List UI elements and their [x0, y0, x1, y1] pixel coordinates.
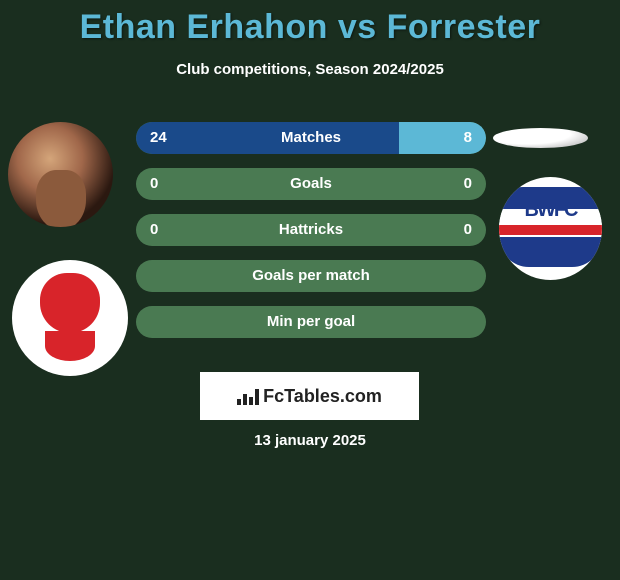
stat-label: Matches: [136, 122, 486, 154]
stat-row: Goals per match: [136, 260, 486, 292]
stat-row: 00Hattricks: [136, 214, 486, 246]
stat-label: Goals per match: [136, 260, 486, 292]
player-left-avatar: [8, 122, 113, 227]
club-badge-left: [12, 260, 128, 376]
stat-label: Goals: [136, 168, 486, 200]
stat-row: 00Goals: [136, 168, 486, 200]
imp-icon: [35, 273, 105, 363]
club-badge-right: BWFC: [499, 177, 602, 280]
source-logo: FcTables.com: [200, 372, 419, 420]
page-subtitle: Club competitions, Season 2024/2025: [0, 61, 620, 78]
page-title: Ethan Erhahon vs Forrester: [0, 8, 620, 47]
snapshot-date: 13 january 2025: [0, 432, 620, 449]
stat-row: 248Matches: [136, 122, 486, 154]
player-right-placeholder: [493, 128, 588, 148]
source-logo-text: FcTables.com: [263, 386, 382, 407]
stat-row: Min per goal: [136, 306, 486, 338]
bar-chart-icon: [237, 387, 259, 405]
stat-label: Min per goal: [136, 306, 486, 338]
stat-label: Hattricks: [136, 214, 486, 246]
club-right-text: BWFC: [499, 199, 602, 222]
bwfc-icon: BWFC: [499, 177, 602, 280]
stats-bars: 248Matches 00Goals 00Hattricks Goals per ma…: [136, 122, 486, 352]
